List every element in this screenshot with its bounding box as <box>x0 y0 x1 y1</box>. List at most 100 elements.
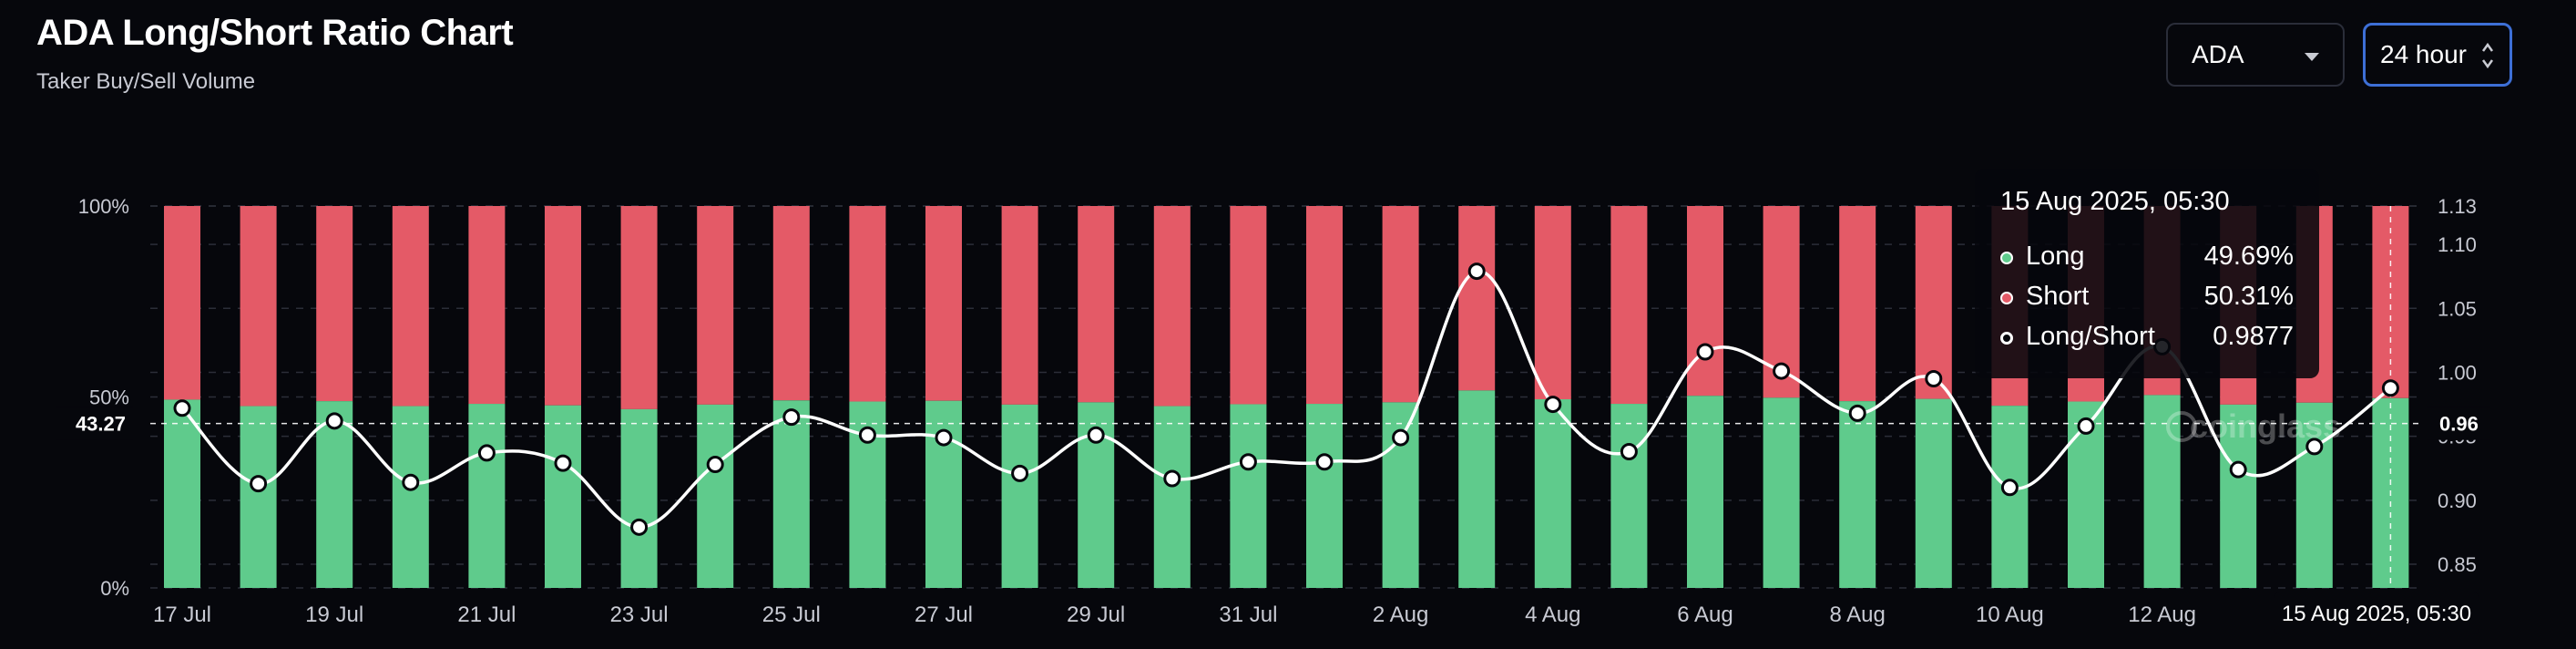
bar-short <box>164 206 200 400</box>
right-axis-tick: 0.90 <box>2438 489 2477 512</box>
ratio-point <box>706 456 724 474</box>
x-axis-tick: 27 Jul <box>915 603 973 627</box>
ratio-point <box>325 412 343 430</box>
watermark: coinglass <box>2166 407 2341 446</box>
bar-long <box>1839 401 1876 588</box>
bar-short <box>925 206 962 401</box>
bar-long <box>2220 404 2257 588</box>
bar-long <box>1687 396 1723 588</box>
ratio-point <box>782 408 801 427</box>
tooltip-label: Long/Short <box>2026 322 2155 351</box>
x-axis-tick: 8 Aug <box>1829 603 1885 627</box>
bar-long <box>164 399 200 588</box>
bar-short <box>772 206 810 401</box>
right-axis-tick: 1.13 <box>2438 195 2477 218</box>
ratio-point <box>1467 263 1486 281</box>
bar-short <box>2372 206 2409 398</box>
bar-short <box>1915 206 1952 399</box>
tooltip-value: 49.69% <box>2203 242 2294 271</box>
ratio-point <box>1392 428 1410 447</box>
tooltip-label: Short <box>2026 282 2090 311</box>
bar-long <box>545 405 581 588</box>
bar-long <box>2295 402 2333 588</box>
asset-select-value: ADA <box>2192 40 2244 68</box>
bar-short <box>1306 206 1343 405</box>
bar-short <box>697 206 734 405</box>
bar-long <box>316 401 353 588</box>
ratio-point <box>1163 469 1181 488</box>
left-axis-tick: 0% <box>100 577 129 600</box>
ratio-point <box>630 518 649 536</box>
bar-long <box>697 404 734 588</box>
bar-long <box>1458 390 1496 588</box>
bar-short <box>392 206 429 407</box>
ratio-point <box>935 428 953 447</box>
bar-long <box>772 400 810 588</box>
ratio-point <box>1773 362 1791 380</box>
tooltip-label: Long <box>2026 242 2085 271</box>
ratio-point <box>554 454 572 472</box>
right-axis-tick: 1.05 <box>2438 297 2477 320</box>
ratio-point <box>2381 379 2399 397</box>
x-axis-tick: 4 Aug <box>1525 603 1580 627</box>
bar-long <box>1230 404 1267 588</box>
x-axis-tick: 29 Jul <box>1067 603 1125 627</box>
ratio-point <box>1620 443 1638 461</box>
tooltip-row-short: Short 50.31% <box>2000 282 2319 318</box>
left-axis-tick: 100% <box>78 195 129 218</box>
ratio-point <box>1544 396 1562 414</box>
bar-long <box>1534 399 1571 588</box>
tooltip-row-ratio: Long/Short 0.9877 <box>2000 322 2319 358</box>
bar-short <box>1001 206 1038 405</box>
page-subtitle: Taker Buy/Sell Volume <box>36 69 256 94</box>
ratio-point <box>402 473 420 491</box>
bar-long <box>1153 406 1191 588</box>
tooltip-row-long: Long 49.69% <box>2000 242 2319 278</box>
tooltip-value: 0.9877 <box>2213 322 2294 351</box>
coinglass-logo-icon <box>2166 411 2197 442</box>
ratio-point <box>2000 479 2019 497</box>
bar-short <box>240 206 277 407</box>
ratio-point <box>173 399 191 417</box>
bar-short <box>1230 206 1267 405</box>
right-axis-tick: 0.85 <box>2438 553 2477 576</box>
x-axis-tick: 23 Jul <box>610 603 669 627</box>
bar-long <box>1610 404 1648 588</box>
bar-short <box>316 206 353 402</box>
right-axis-tick: 1.10 <box>2438 233 2477 256</box>
right-axis-tick: 1.00 <box>2438 361 2477 384</box>
bar-long <box>1991 406 2029 588</box>
bar-long <box>1001 404 1038 588</box>
bar-short <box>620 206 658 409</box>
page-title: ADA Long/Short Ratio Chart <box>36 13 514 53</box>
period-select[interactable]: 24 hour <box>2363 23 2512 87</box>
bar-short <box>1610 206 1648 405</box>
bar-short <box>545 206 581 406</box>
ratio-point <box>2229 460 2247 479</box>
x-axis-tick: 10 Aug <box>1976 603 2044 627</box>
ratio-dot-icon <box>2000 332 2013 345</box>
period-select-value: 24 hour <box>2380 40 2467 68</box>
x-axis-tick: 19 Jul <box>305 603 363 627</box>
crosshair-label: 15 Aug 2025, 05:30 <box>2282 602 2471 626</box>
ratio-point <box>250 475 268 493</box>
bar-long <box>620 408 658 588</box>
tooltip-date: 15 Aug 2025, 05:30 <box>2000 187 2230 216</box>
bar-short <box>1687 206 1723 397</box>
ratio-point <box>1239 453 1257 471</box>
ratio-point <box>1925 369 1943 387</box>
x-axis-tick: 17 Jul <box>153 603 211 627</box>
asset-select[interactable]: ADA <box>2166 23 2345 87</box>
left-axis-tick: 50% <box>89 386 129 409</box>
chart-tooltip: 15 Aug 2025, 05:30 Long 49.69% Short 50.… <box>1975 169 2319 378</box>
x-axis-tick: 6 Aug <box>1677 603 1733 627</box>
ratio-point <box>1696 343 1714 361</box>
x-axis-tick: 31 Jul <box>1219 603 1277 627</box>
bar-long <box>925 400 962 588</box>
bar-short <box>1534 206 1571 400</box>
x-axis-tick: 2 Aug <box>1373 603 1428 627</box>
ratio-point <box>1848 404 1866 422</box>
ratio-point <box>1011 464 1029 482</box>
ratio-point <box>2305 438 2324 456</box>
